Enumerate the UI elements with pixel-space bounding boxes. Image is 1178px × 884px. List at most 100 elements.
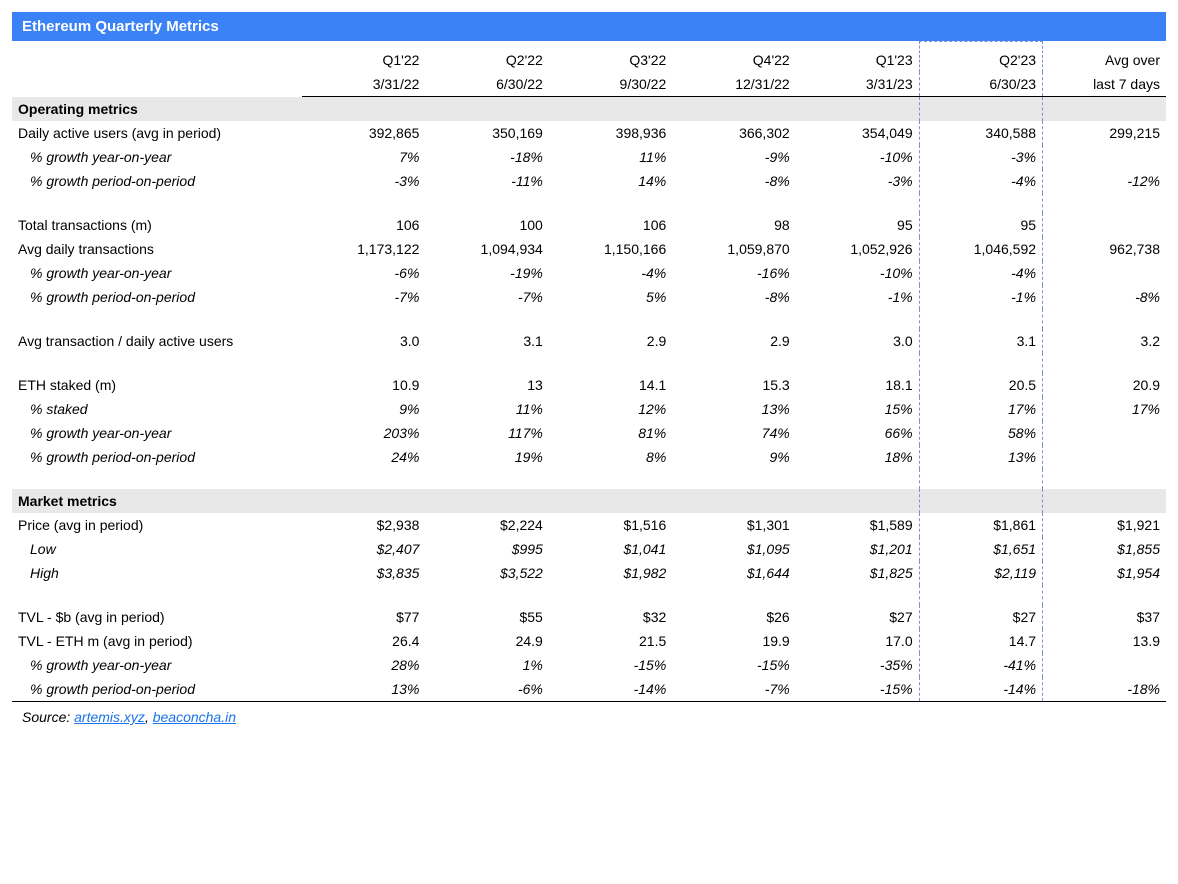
data-row: % growth period-on-period24%19%8%9%18%13…	[12, 445, 1166, 469]
data-cell: $1,516	[549, 513, 672, 537]
data-cell: -10%	[796, 261, 919, 285]
col-header-quarter: Q2'22	[425, 42, 548, 73]
data-cell: -9%	[672, 145, 795, 169]
data-row: Total transactions (m)106100106989595	[12, 213, 1166, 237]
data-row: % growth year-on-year203%117%81%74%66%58…	[12, 421, 1166, 445]
data-cell: 14.7	[919, 629, 1042, 653]
row-label: TVL - ETH m (avg in period)	[12, 629, 302, 653]
data-cell: -14%	[549, 677, 672, 702]
data-cell: $2,224	[425, 513, 548, 537]
data-cell: 28%	[302, 653, 425, 677]
data-cell: -6%	[425, 677, 548, 702]
source-separator: ,	[145, 709, 153, 725]
data-cell: $27	[919, 605, 1042, 629]
data-cell: 3.0	[796, 329, 919, 353]
data-cell: $3,522	[425, 561, 548, 585]
data-cell: 11%	[425, 397, 548, 421]
data-cell: $2,938	[302, 513, 425, 537]
data-cell: -15%	[672, 653, 795, 677]
data-cell: -19%	[425, 261, 548, 285]
data-row: TVL - ETH m (avg in period)26.424.921.51…	[12, 629, 1166, 653]
data-cell: 14%	[549, 169, 672, 193]
data-cell: 117%	[425, 421, 548, 445]
col-header-quarter: Avg over	[1043, 42, 1166, 73]
source-link-1[interactable]: beaconcha.in	[153, 709, 236, 725]
data-cell: $1,982	[549, 561, 672, 585]
data-cell: -3%	[796, 169, 919, 193]
data-cell: -8%	[672, 169, 795, 193]
row-label: % growth period-on-period	[12, 677, 302, 702]
section-header: Operating metrics	[12, 97, 1166, 121]
data-cell: 26.4	[302, 629, 425, 653]
data-cell: 7%	[302, 145, 425, 169]
data-row: ETH staked (m)10.91314.115.318.120.520.9	[12, 373, 1166, 397]
data-cell: $1,095	[672, 537, 795, 561]
data-cell: 13%	[672, 397, 795, 421]
row-label: Low	[12, 537, 302, 561]
row-label: High	[12, 561, 302, 585]
data-cell: 20.9	[1043, 373, 1166, 397]
source-prefix: Source:	[22, 709, 74, 725]
section-header: Market metrics	[12, 489, 1166, 513]
data-row: Price (avg in period)$2,938$2,224$1,516$…	[12, 513, 1166, 537]
col-header-quarter: Q3'22	[549, 42, 672, 73]
data-cell: -15%	[796, 677, 919, 702]
row-label: Avg daily transactions	[12, 237, 302, 261]
data-cell: 13.9	[1043, 629, 1166, 653]
data-cell: 13%	[919, 445, 1042, 469]
row-label: Total transactions (m)	[12, 213, 302, 237]
data-row: Avg transaction / daily active users3.03…	[12, 329, 1166, 353]
data-cell: -4%	[919, 261, 1042, 285]
data-cell: 13	[425, 373, 548, 397]
data-cell: -16%	[672, 261, 795, 285]
data-cell: -4%	[919, 169, 1042, 193]
row-label: Daily active users (avg in period)	[12, 121, 302, 145]
data-cell: 18.1	[796, 373, 919, 397]
data-cell: 3.0	[302, 329, 425, 353]
col-header-date: 9/30/22	[549, 72, 672, 97]
row-label: % growth period-on-period	[12, 169, 302, 193]
data-cell: 398,936	[549, 121, 672, 145]
row-label: % growth year-on-year	[12, 653, 302, 677]
data-row: % growth period-on-period13%-6%-14%-7%-1…	[12, 677, 1166, 702]
data-cell: 19%	[425, 445, 548, 469]
data-cell: $1,041	[549, 537, 672, 561]
data-cell: -3%	[919, 145, 1042, 169]
section-title: Operating metrics	[12, 97, 302, 121]
data-cell: 350,169	[425, 121, 548, 145]
metrics-table: Q1'22Q2'22Q3'22Q4'22Q1'23Q2'23Avg over3/…	[12, 41, 1166, 705]
data-cell: 10.9	[302, 373, 425, 397]
data-cell: 106	[549, 213, 672, 237]
data-cell: $3,835	[302, 561, 425, 585]
data-cell: 11%	[549, 145, 672, 169]
data-cell: $77	[302, 605, 425, 629]
col-header-date: 6/30/22	[425, 72, 548, 97]
data-cell: $32	[549, 605, 672, 629]
source-link-0[interactable]: artemis.xyz	[74, 709, 145, 725]
data-cell: 392,865	[302, 121, 425, 145]
data-cell: -8%	[1043, 285, 1166, 309]
data-cell: 17%	[1043, 397, 1166, 421]
source-line: Source: artemis.xyz, beaconcha.in	[12, 705, 1166, 729]
col-header-quarter: Q1'23	[796, 42, 919, 73]
data-cell: $37	[1043, 605, 1166, 629]
col-header-quarter: Q1'22	[302, 42, 425, 73]
data-cell: -7%	[672, 677, 795, 702]
col-header-date: 3/31/23	[796, 72, 919, 97]
table-title: Ethereum Quarterly Metrics	[12, 12, 1166, 41]
data-cell	[1043, 421, 1166, 445]
data-cell: 15.3	[672, 373, 795, 397]
data-cell: 18%	[796, 445, 919, 469]
data-cell: -8%	[672, 285, 795, 309]
data-cell	[1043, 213, 1166, 237]
data-cell: -12%	[1043, 169, 1166, 193]
data-cell: 1,094,934	[425, 237, 548, 261]
data-cell: 1%	[425, 653, 548, 677]
data-cell: -35%	[796, 653, 919, 677]
header-row-quarters: Q1'22Q2'22Q3'22Q4'22Q1'23Q2'23Avg over	[12, 42, 1166, 73]
data-cell: 366,302	[672, 121, 795, 145]
data-cell: 66%	[796, 421, 919, 445]
col-header-quarter: Q4'22	[672, 42, 795, 73]
data-cell	[1043, 653, 1166, 677]
data-cell: 14.1	[549, 373, 672, 397]
